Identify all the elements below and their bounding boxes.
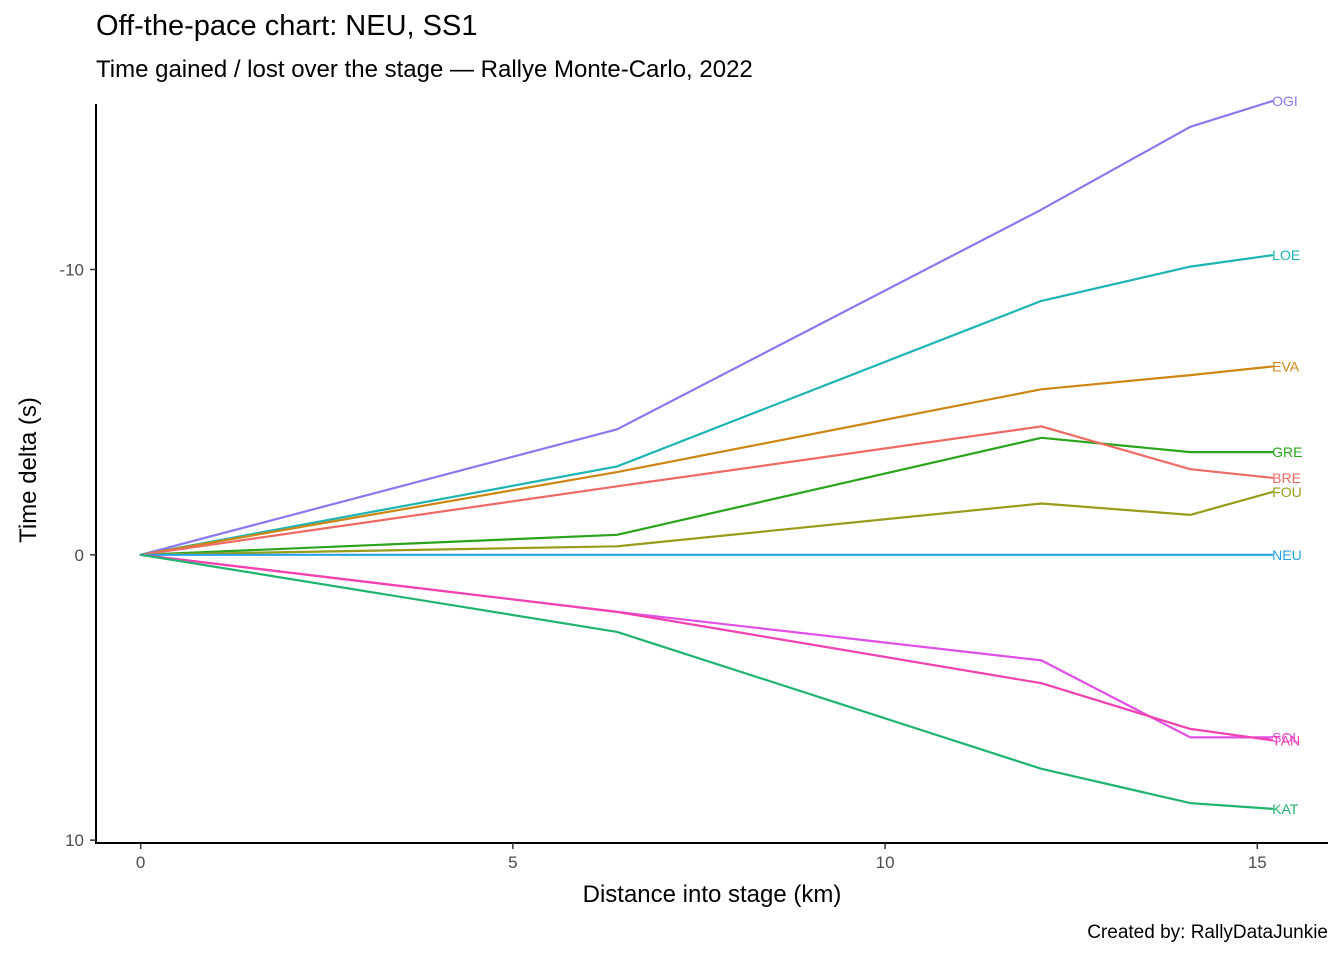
x-tick-label: 15 — [1248, 853, 1267, 872]
series-label-neu: NEU — [1272, 547, 1302, 563]
x-tick-label: 10 — [876, 853, 895, 872]
series-label-bre: BRE — [1272, 470, 1301, 486]
series-line-tän — [139, 553, 1274, 742]
axes: 0 5 10 15 -10 0 10 — [59, 104, 1328, 872]
series-label-gre: GRE — [1272, 444, 1302, 460]
series-line-loe — [139, 254, 1274, 556]
series-label-eva: EVA — [1272, 359, 1300, 375]
x-tick-label: 5 — [508, 853, 517, 872]
series-label-sol: SOL — [1272, 729, 1300, 745]
series-label-ogi: OGI — [1272, 93, 1298, 109]
y-tick-label: 10 — [65, 831, 84, 850]
series-line-ogi — [139, 99, 1274, 556]
series-line-bre — [139, 425, 1274, 556]
series-line-gre — [139, 436, 1274, 556]
series-label-loe: LOE — [1272, 247, 1300, 263]
x-axis-title: Distance into stage (km) — [583, 881, 842, 908]
series-label-kat: KAT — [1272, 801, 1299, 817]
y-tick-label: 0 — [75, 546, 84, 565]
y-tick-label: -10 — [59, 260, 84, 279]
series-label-tän: TÄN — [1272, 732, 1300, 748]
series-lines — [139, 99, 1274, 810]
y-axis-title: Time delta (s) — [15, 397, 42, 543]
chart-title: Off-the-pace chart: NEU, SS1 — [96, 10, 478, 42]
chart-caption: Created by: RallyDataJunkie — [1087, 922, 1328, 943]
chart-subtitle: Time gained / lost over the stage — Rall… — [96, 56, 753, 83]
x-tick-label: 0 — [136, 853, 145, 872]
series-line-kat — [139, 553, 1274, 810]
series-line-fou — [139, 490, 1274, 556]
series-line-eva — [139, 365, 1274, 556]
series-label-fou: FOU — [1272, 484, 1302, 500]
